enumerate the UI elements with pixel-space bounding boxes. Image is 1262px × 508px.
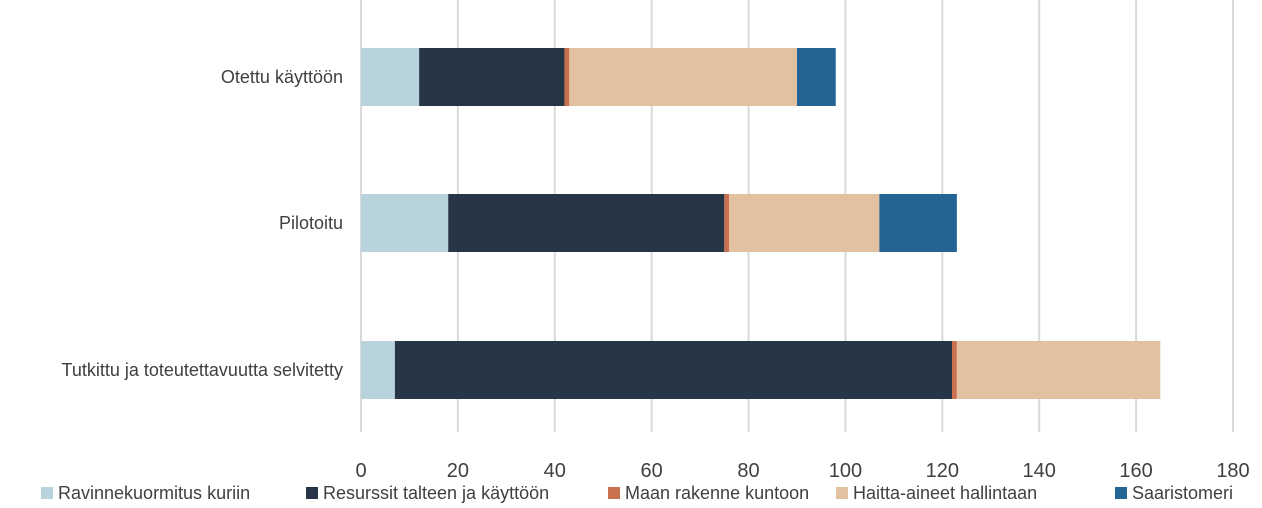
- bar-segment: [361, 48, 420, 106]
- y-axis-category-labels: Otettu käyttöön Pilotoitu Tutkittu ja tote…: [62, 67, 343, 380]
- legend-label: Saaristomeri: [1132, 483, 1233, 503]
- legend-swatch: [836, 487, 848, 499]
- bar-segment: [952, 341, 957, 399]
- legend-swatch: [306, 487, 318, 499]
- bar-segment: [361, 194, 449, 252]
- bar-segment: [419, 48, 565, 106]
- bar-segment: [569, 48, 797, 106]
- bar-segment: [564, 48, 570, 106]
- category-label: Pilotoitu: [279, 213, 343, 233]
- x-tick-label: 120: [926, 460, 959, 482]
- legend-label: Ravinnekuormitus kuriin: [58, 483, 250, 503]
- bar-group: [361, 48, 836, 106]
- bar-segment: [724, 194, 730, 252]
- bar-segment: [729, 194, 880, 252]
- legend-label: Maan rakenne kuntoon: [625, 483, 809, 503]
- legend-label: Haitta-aineet hallintaan: [853, 483, 1037, 503]
- legend-item: Maan rakenne kuntoon: [608, 483, 809, 503]
- bar-segment: [879, 194, 957, 252]
- legend-item: Resurssit talteen ja käyttöön: [306, 483, 549, 503]
- x-tick-label: 60: [641, 460, 663, 482]
- bar-group: [361, 341, 1161, 399]
- bars: [361, 48, 1161, 399]
- x-tick-label: 80: [737, 460, 759, 482]
- x-tick-label: 180: [1216, 460, 1249, 482]
- bar-segment: [956, 341, 1161, 399]
- legend-label: Resurssit talteen ja käyttöön: [323, 483, 549, 503]
- legend-swatch: [41, 487, 53, 499]
- category-label: Otettu käyttöön: [221, 67, 343, 87]
- x-tick-label: 160: [1119, 460, 1152, 482]
- bar-segment: [448, 194, 725, 252]
- bar-segment: [394, 341, 953, 399]
- bar-group: [361, 194, 957, 252]
- legend: Ravinnekuormitus kuriin Resurssit talteen…: [41, 483, 1233, 503]
- x-axis-tick-labels: 0 20 40 60 80 100 120 140 160 180: [355, 460, 1249, 482]
- x-tick-label: 20: [447, 460, 469, 482]
- bar-segment: [361, 341, 395, 399]
- category-label: Tutkittu ja toteutettavuutta selvitetty: [62, 360, 343, 380]
- x-tick-label: 140: [1023, 460, 1056, 482]
- x-tick-label: 40: [544, 460, 566, 482]
- bar-segment: [797, 48, 836, 106]
- x-tick-label: 0: [355, 460, 366, 482]
- legend-swatch: [608, 487, 620, 499]
- legend-item: Saaristomeri: [1115, 483, 1233, 503]
- legend-item: Haitta-aineet hallintaan: [836, 483, 1037, 503]
- legend-swatch: [1115, 487, 1127, 499]
- x-tick-label: 100: [829, 460, 862, 482]
- legend-item: Ravinnekuormitus kuriin: [41, 483, 250, 503]
